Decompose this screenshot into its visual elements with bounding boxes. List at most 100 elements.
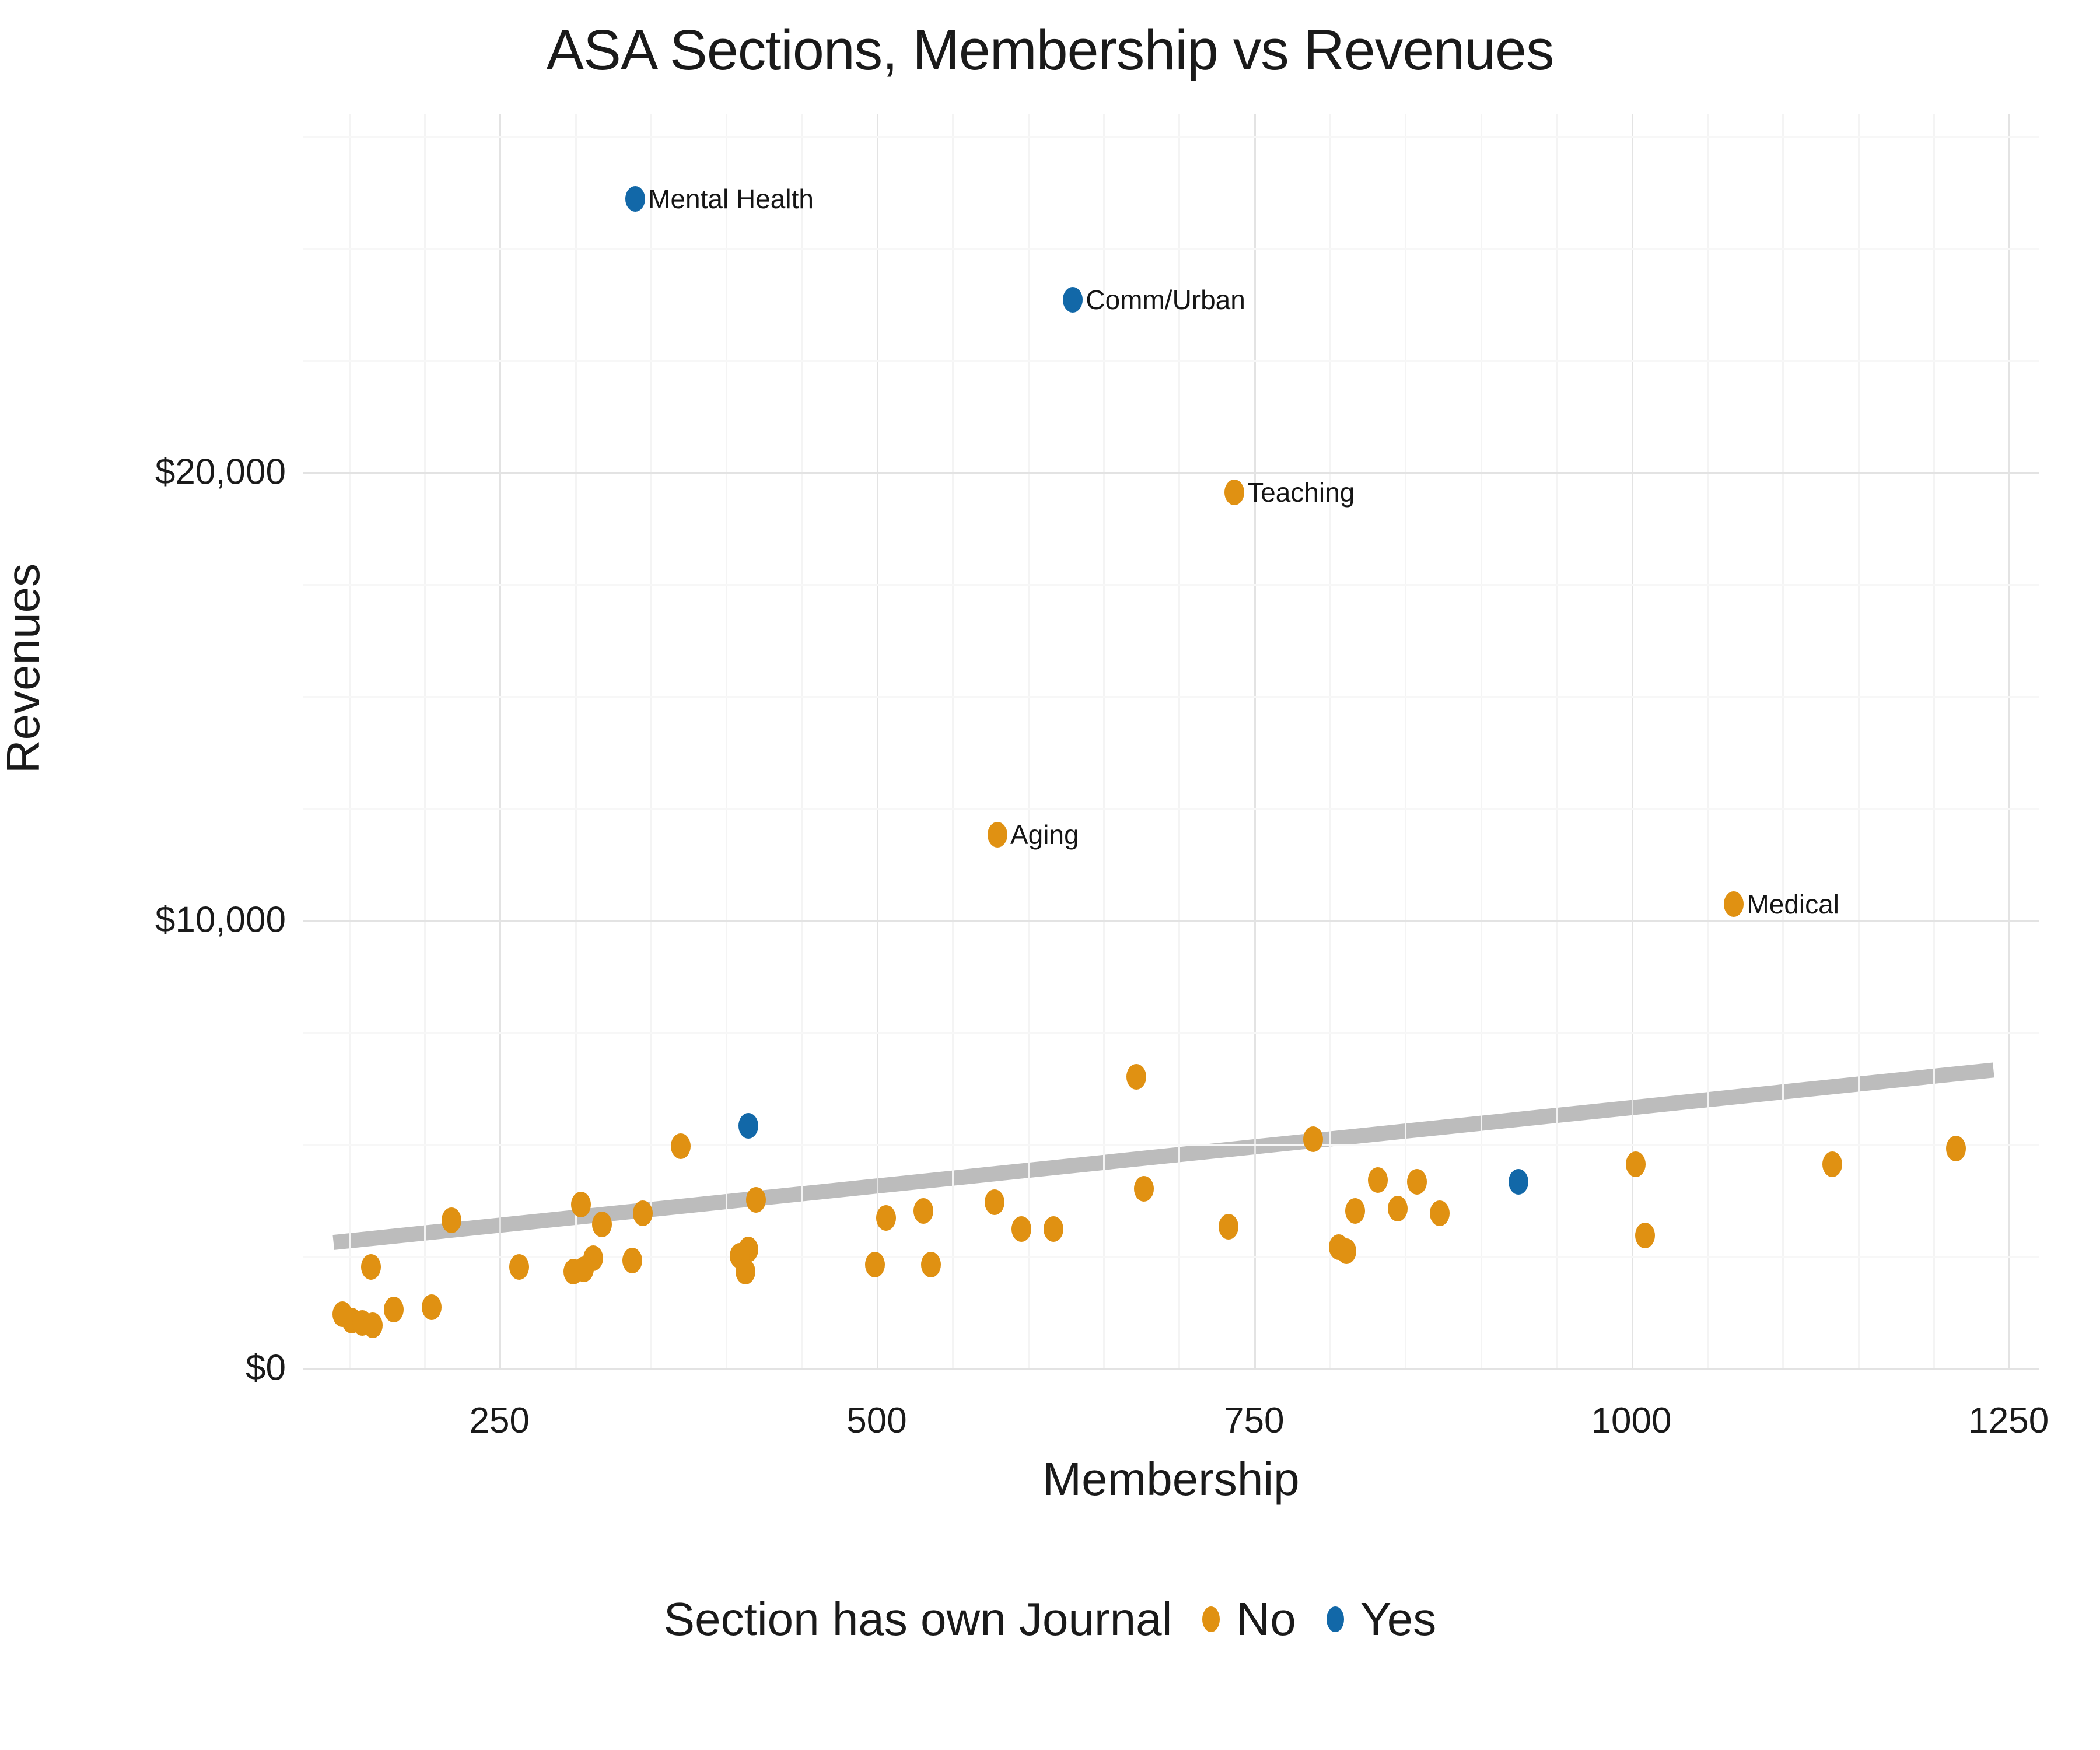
legend-swatch-yes-icon: [1326, 1606, 1344, 1632]
data-point[interactable]: [1429, 1200, 1450, 1227]
data-point[interactable]: [988, 822, 1007, 848]
data-point[interactable]: [984, 1189, 1005, 1215]
data-point[interactable]: [361, 1254, 382, 1280]
y-gridline-minor: [303, 1256, 2039, 1259]
x-gridline-minor: [1178, 114, 1181, 1368]
data-point[interactable]: [363, 1312, 383, 1339]
data-point[interactable]: [625, 186, 646, 212]
x-gridline-minor: [348, 114, 351, 1368]
y-tick-label: $0: [246, 1348, 286, 1388]
data-point[interactable]: [865, 1252, 886, 1278]
data-point[interactable]: [1224, 479, 1245, 505]
y-axis-title: Revenues: [0, 563, 49, 774]
legend-label-no: No: [1236, 1593, 1296, 1645]
legend-item-no[interactable]: No: [1202, 1592, 1296, 1646]
x-gridline-minor: [726, 114, 728, 1368]
data-point[interactable]: [564, 1258, 584, 1284]
data-point[interactable]: [1303, 1126, 1323, 1153]
data-point[interactable]: [384, 1297, 404, 1323]
legend-item-yes[interactable]: Yes: [1326, 1592, 1437, 1646]
y-tick-label: $20,000: [155, 452, 286, 492]
x-gridline-minor: [575, 114, 577, 1368]
data-point[interactable]: [746, 1187, 766, 1213]
legend-label-yes: Yes: [1360, 1593, 1437, 1645]
x-gridline-minor: [1405, 114, 1407, 1368]
data-point[interactable]: [670, 1133, 691, 1159]
y-gridline-major: [303, 1368, 2039, 1370]
x-tick-label: 250: [469, 1401, 530, 1441]
data-point-label: Comm/Urban: [1086, 284, 1245, 315]
y-gridline-minor: [303, 1144, 2039, 1147]
data-point[interactable]: [1945, 1135, 1966, 1161]
legend-title: Section has own Journal: [663, 1593, 1172, 1645]
data-point[interactable]: [876, 1205, 896, 1231]
y-gridline-minor: [303, 1032, 2039, 1035]
data-point-label: Mental Health: [648, 183, 814, 214]
data-point[interactable]: [421, 1294, 442, 1321]
x-gridline-minor: [1933, 114, 1935, 1368]
y-gridline-minor: [303, 696, 2039, 699]
x-gridline-minor: [650, 114, 652, 1368]
data-point[interactable]: [1043, 1216, 1063, 1242]
y-gridline-minor: [303, 248, 2039, 251]
data-point[interactable]: [571, 1191, 591, 1217]
x-gridline-minor: [1480, 114, 1482, 1368]
data-point-label: Teaching: [1247, 477, 1355, 508]
data-point[interactable]: [1626, 1151, 1646, 1177]
x-gridline-minor: [952, 114, 954, 1368]
data-point[interactable]: [622, 1247, 642, 1273]
data-point[interactable]: [735, 1258, 755, 1284]
x-tick-label: 1250: [1968, 1401, 2049, 1441]
data-point[interactable]: [921, 1252, 942, 1278]
legend-swatch-no-icon: [1202, 1606, 1220, 1632]
data-point[interactable]: [441, 1207, 461, 1233]
y-tick-label: $10,000: [155, 900, 286, 940]
data-point[interactable]: [509, 1254, 529, 1280]
x-gridline-major: [1254, 114, 1256, 1368]
x-tick-label: 750: [1224, 1401, 1284, 1441]
x-gridline-minor: [1329, 114, 1332, 1368]
data-point[interactable]: [1133, 1175, 1154, 1202]
x-gridline-minor: [1857, 114, 1860, 1368]
data-point-label: Aging: [1010, 820, 1079, 850]
data-point[interactable]: [1822, 1151, 1842, 1177]
data-point[interactable]: [1407, 1169, 1427, 1195]
data-point[interactable]: [1126, 1063, 1146, 1090]
plot-panel: Mental Health Comm/Urban Teaching Aging Medi…: [303, 114, 2039, 1370]
data-point[interactable]: [592, 1212, 612, 1238]
data-point[interactable]: [633, 1200, 653, 1227]
data-point[interactable]: [1387, 1196, 1408, 1222]
data-point[interactable]: [1336, 1238, 1356, 1265]
x-gridline-major: [2008, 114, 2011, 1368]
y-gridline-minor: [303, 360, 2039, 363]
x-gridline-minor: [1556, 114, 1558, 1368]
y-gridline-minor: [303, 808, 2039, 811]
y-gridline-minor: [303, 584, 2039, 587]
data-point[interactable]: [1218, 1214, 1238, 1240]
x-gridline-minor: [801, 114, 803, 1368]
data-point[interactable]: [1634, 1223, 1655, 1249]
data-point[interactable]: [738, 1113, 759, 1139]
x-gridline-major: [499, 114, 502, 1368]
x-tick-label: 1000: [1591, 1401, 1672, 1441]
x-gridline-minor: [1706, 114, 1709, 1368]
data-point[interactable]: [1367, 1167, 1388, 1193]
y-gridline-major: [303, 472, 2039, 475]
y-gridline-major: [303, 920, 2039, 923]
data-point[interactable]: [914, 1198, 934, 1224]
y-gridline-minor: [303, 136, 2039, 139]
data-point-label: Medical: [1746, 889, 1839, 920]
x-axis-title: Membership: [1042, 1453, 1300, 1505]
data-point[interactable]: [1508, 1169, 1528, 1195]
x-tick-label: 500: [846, 1401, 907, 1441]
data-point[interactable]: [1724, 891, 1744, 918]
x-gridline-major: [1631, 114, 1633, 1368]
x-gridline-minor: [1782, 114, 1784, 1368]
legend: Section has own Journal No Yes: [0, 1592, 2100, 1646]
x-gridline-major: [877, 114, 879, 1368]
x-gridline-minor: [424, 114, 426, 1368]
data-point[interactable]: [1063, 286, 1083, 313]
data-point[interactable]: [1345, 1198, 1366, 1224]
data-point[interactable]: [1012, 1216, 1032, 1242]
